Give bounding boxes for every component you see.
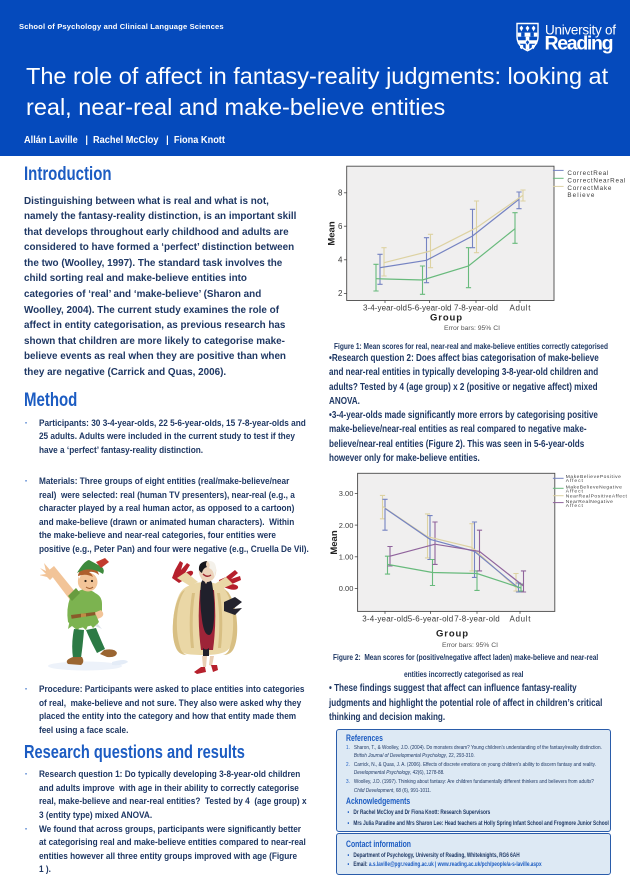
svg-text:Group: Group [436,629,468,640]
svg-text:Error bars: 95% CI: Error bars: 95% CI [442,642,498,649]
svg-text:MakeBelieveNegative: MakeBelieveNegative [566,484,622,490]
svg-text:MakeBelievePositive: MakeBelievePositive [566,474,621,480]
svg-text:3-4-year-old: 3-4-year-old [362,615,408,624]
svg-text:CorrectNearReal: CorrectNearReal [567,178,625,185]
svg-text:4: 4 [338,256,343,265]
svg-text:0.00: 0.00 [339,584,354,593]
svg-text:8: 8 [338,189,343,198]
svg-text:1.00: 1.00 [339,553,354,562]
svg-text:CorrectMake: CorrectMake [567,185,611,192]
svg-text:Mean: Mean [328,221,338,245]
svg-text:2.00: 2.00 [339,521,354,530]
svg-text:NearRealPositiveAffect: NearRealPositiveAffect [566,494,628,500]
svg-text:CorrectReal: CorrectReal [567,170,608,177]
svg-text:Reading: Reading [545,33,614,55]
svg-text:Affect: Affect [566,488,584,494]
svg-text:7-8-year-old: 7-8-year-old [454,304,498,313]
svg-text:Affect: Affect [566,503,584,509]
svg-text:Error bars: 95% CI: Error bars: 95% CI [444,325,500,332]
svg-text:Adult: Adult [510,304,532,313]
svg-text:5-6-year-old: 5-6-year-old [408,304,452,313]
svg-text:3-4-year-old: 3-4-year-old [363,304,407,313]
svg-text:6: 6 [338,222,343,231]
svg-text:Affect: Affect [566,478,584,484]
svg-text:Mean: Mean [329,530,340,554]
svg-text:5-6-year-old: 5-6-year-old [408,615,454,624]
svg-text:Adult: Adult [510,615,532,624]
svg-text:University of: University of [545,22,616,37]
svg-text:7-8-year-old: 7-8-year-old [454,615,500,624]
svg-text:Believe: Believe [567,192,594,199]
svg-text:NearRealNegative: NearRealNegative [566,499,613,505]
svg-text:Group: Group [430,313,462,324]
svg-text:3.00: 3.00 [339,489,354,498]
svg-text:2: 2 [338,289,343,298]
